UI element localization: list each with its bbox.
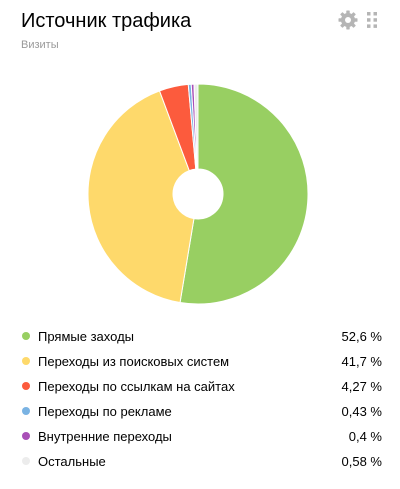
legend-item-search[interactable]: Переходы из поисковых систем 41,7 % bbox=[22, 349, 384, 374]
legend-dot bbox=[22, 432, 30, 440]
slice-direct[interactable] bbox=[179, 84, 308, 304]
legend-dot bbox=[22, 357, 30, 365]
drag-handle-icon[interactable] bbox=[366, 11, 378, 29]
legend-value: 0,43 % bbox=[341, 404, 382, 419]
legend-value: 41,7 % bbox=[341, 354, 382, 369]
legend-dot bbox=[22, 457, 30, 465]
legend-item-other[interactable]: Остальные 0,58 % bbox=[22, 449, 384, 474]
widget-subtitle: Визиты bbox=[21, 39, 59, 51]
legend-value: 0,58 % bbox=[341, 454, 382, 469]
donut-chart bbox=[88, 84, 308, 304]
legend-label: Прямые заходы bbox=[38, 329, 135, 344]
legend-label: Внутренние переходы bbox=[38, 429, 172, 444]
legend-label: Переходы из поисковых систем bbox=[38, 354, 230, 369]
legend-item-internal[interactable]: Внутренние переходы 0,4 % bbox=[22, 424, 384, 449]
legend-dot bbox=[22, 332, 30, 340]
legend-item-links[interactable]: Переходы по ссылкам на сайтах 4,27 % bbox=[22, 374, 384, 399]
legend-label: Переходы по ссылкам на сайтах bbox=[38, 379, 235, 394]
legend-dot bbox=[22, 382, 30, 390]
slice-search[interactable] bbox=[88, 90, 195, 304]
legend-value: 0,4 % bbox=[348, 429, 382, 444]
legend-dot bbox=[22, 407, 30, 415]
legend-value: 52,6 % bbox=[341, 329, 382, 344]
gear-icon[interactable] bbox=[338, 10, 358, 30]
donut-slices bbox=[88, 84, 308, 304]
legend-value: 4,27 % bbox=[341, 379, 382, 394]
legend-item-ads[interactable]: Переходы по рекламе 0,43 % bbox=[22, 399, 384, 424]
widget-title: Источник трафика bbox=[21, 10, 192, 32]
legend-item-direct[interactable]: Прямые заходы 52,6 % bbox=[22, 324, 384, 349]
legend-label: Переходы по рекламе bbox=[38, 404, 172, 419]
chart-legend: Прямые заходы 52,6 % Переходы из поисков… bbox=[22, 324, 384, 474]
slice-other[interactable] bbox=[193, 84, 199, 170]
legend-label: Остальные bbox=[38, 454, 106, 469]
